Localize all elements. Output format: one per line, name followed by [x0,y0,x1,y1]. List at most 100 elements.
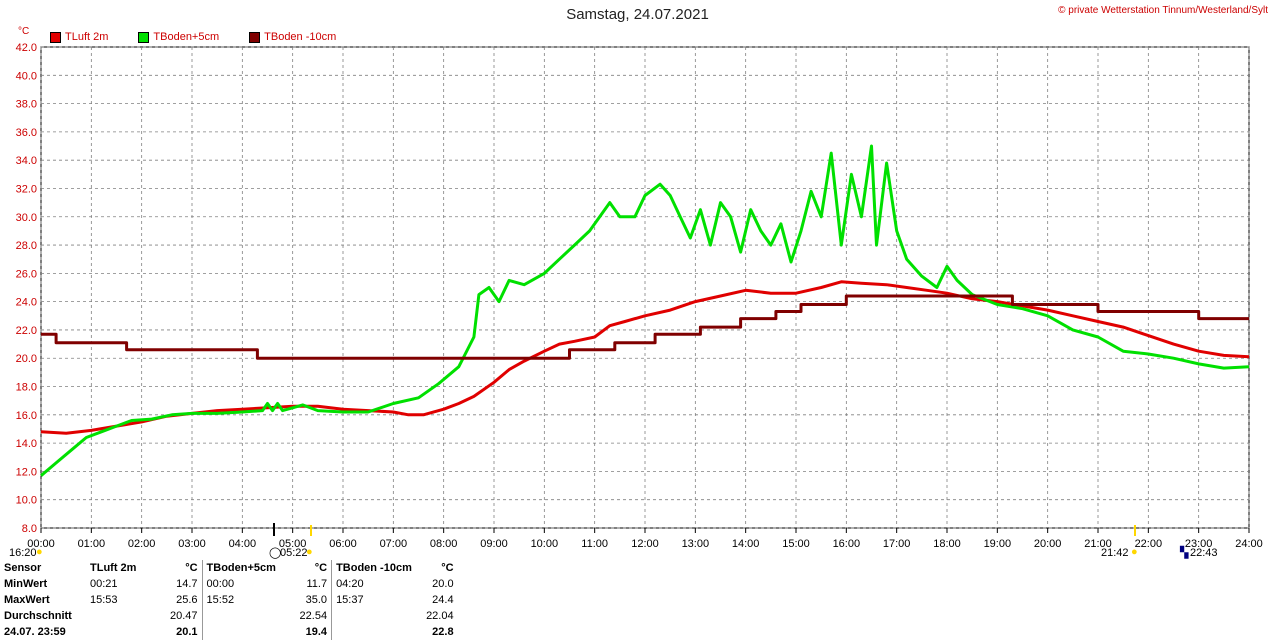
x-tick-label: 19:00 [984,538,1012,550]
stats-time [331,608,423,624]
stats-row-current: 24.07. 23:59 20.1 19.4 22.8 [0,624,458,640]
legend-label-tboden10: TBoden -10cm [264,31,337,43]
stats-time: 15:53 [90,594,118,606]
y-tick-label: 18.0 [16,382,37,394]
stats-time: 15:52 [201,592,296,608]
stats-header-tboden10: TBoden -10cm [331,560,423,576]
stats-header-unit3: °C [441,562,454,574]
stats-time [331,624,423,640]
y-tick-label: 32.0 [16,183,37,195]
stats-value: 24.4 [432,594,454,606]
legend-swatch-tluft [50,31,61,43]
stats-value: 11.7 [306,578,328,590]
y-tick-label: 10.0 [16,495,37,507]
stats-value: 22.04 [426,610,454,622]
stats-row-avg: Durchschnitt 20.47 22.54 22.04 [0,608,458,624]
y-tick-label: 30.0 [16,212,37,224]
stats-header-sensor: Sensor [4,562,42,574]
x-tick-label: 16:00 [833,538,861,550]
sunrise-sun-icon: ● [306,546,313,558]
stats-value: 20.47 [170,610,198,622]
sun-icon-left: ● [36,546,43,558]
y-tick-label: 20.0 [16,353,37,365]
x-tick-label: 05:00 [279,538,307,550]
legend: TLuft 2m TBoden+5cm TBoden -10cm [50,31,356,43]
stats-time: 15:37 [331,592,423,608]
x-tick-label: 18:00 [933,538,961,550]
stats-time [86,624,166,640]
series-line-2 [41,294,1249,360]
copyright: © private Wetterstation Tinnum/Westerlan… [1058,5,1268,16]
stats-value: 22.8 [432,626,454,638]
y-tick-label: 16.0 [16,410,37,422]
stats-value: 22.54 [299,610,328,622]
x-tick-label: 07:00 [380,538,408,550]
stats-label: MaxWert [4,594,50,606]
stats-header-tboden5: TBoden+5cm [201,560,296,576]
x-tick-label: 21:00 [1084,538,1112,550]
stats-label: 24.07. 23:59 [4,626,66,638]
sunset-time: 21:42 [1101,547,1129,559]
x-tick-label: 23:00 [1185,538,1213,550]
left-time-label: 16:20 [9,547,37,559]
x-tick-label: 01:00 [78,538,106,550]
stats-label: Durchschnitt [4,610,72,622]
stats-time [201,608,296,624]
x-tick-label: 17:00 [883,538,911,550]
stats-value: 20.1 [176,626,198,638]
stats-time: 00:21 [90,578,118,590]
stats-time: 04:20 [331,576,423,592]
stats-row-min: MinWert 00:21 14.7 00:00 11.7 04:20 20.0 [0,576,458,592]
legend-item-tboden10: TBoden -10cm [249,31,336,43]
legend-label-tboden5: TBoden+5cm [153,31,220,43]
y-tick-label: 14.0 [16,438,37,450]
unit-label: °C [18,26,30,37]
x-tick-label: 20:00 [1034,538,1062,550]
y-tick-label: 38.0 [16,99,37,111]
x-tick-label: 11:00 [581,538,608,550]
y-tick-label: 12.0 [16,466,37,478]
x-tick-label: 08:00 [430,538,458,550]
y-tick-label: 8.0 [22,523,37,535]
y-tick-label: 22.0 [16,325,37,337]
stats-row-max: MaxWert 15:53 25.6 15:52 35.0 15:37 24.4 [0,592,458,608]
stats-value: 20.0 [432,578,454,590]
x-tick-label: 00:00 [27,538,55,550]
stats-time [201,624,296,640]
sunset-sun-icon: ● [1131,546,1138,558]
stats-value: 19.4 [305,626,328,638]
stats-label: MinWert [4,578,48,590]
page-title: Samstag, 24.07.2021 [566,6,709,23]
y-tick-label: 34.0 [16,155,37,167]
legend-label-tluft: TLuft 2m [65,31,109,43]
legend-swatch-tboden10 [249,31,261,43]
stats-header-tluft: TLuft 2m [90,562,137,574]
legend-swatch-tboden5 [138,31,150,43]
x-tick-label: 04:00 [229,538,257,550]
x-tick-label: 14:00 [732,538,760,550]
series-line-1 [40,144,1250,477]
x-tick-label: 22:00 [1135,538,1163,550]
stats-value: 25.6 [176,594,198,606]
stats-value: 14.7 [176,578,198,590]
y-tick-label: 42.0 [16,42,37,54]
stats-header-row: Sensor TLuft 2m °C TBoden+5cm °C TBoden … [0,560,458,576]
legend-item-tluft: TLuft 2m [50,31,108,43]
x-tick-label: 15:00 [782,538,810,550]
x-tick-label: 12:00 [631,538,659,550]
y-tick-label: 28.0 [16,240,37,252]
y-tick-label: 36.0 [16,127,37,139]
stats-header-unit1: °C [185,562,198,574]
x-tick-label: 03:00 [178,538,206,550]
y-tick-label: 40.0 [16,70,37,82]
x-tick-label: 06:00 [329,538,357,550]
x-tick-label: 02:00 [128,538,156,550]
legend-item-tboden5: TBoden+5cm [138,31,219,43]
stats-time [86,608,166,624]
moon-time: 22:43 [1190,547,1218,559]
x-tick-label: 10:00 [531,538,559,550]
y-tick-label: 24.0 [16,297,37,309]
stats-time: 00:00 [201,576,296,592]
temperature-chart: 8.0 10.0 12.0 14.0 16.0 18.0 20.0 22.0 24.0 26.0 2… [16,42,1263,550]
sunrise-time: 05:22 [280,547,308,559]
